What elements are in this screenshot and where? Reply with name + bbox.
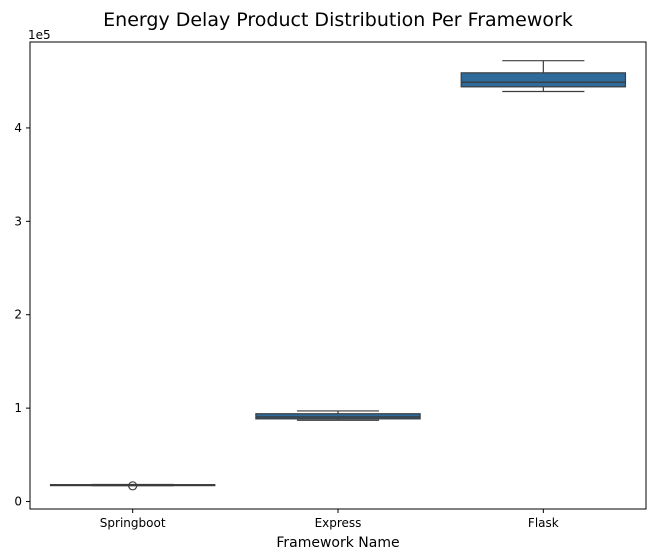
plot-area [49,60,627,491]
plot-frame [29,41,647,510]
x-tick-label: Express [315,516,362,530]
x-axis: Springboot Express Flask [100,509,559,530]
x-tick-label: Springboot [100,516,166,530]
y-tick-label: 0 [14,495,22,509]
y-tick-label: 4 [14,121,22,135]
y-axis: 0 1 2 3 4 [14,121,30,509]
x-axis-label: Framework Name [276,535,399,551]
y-tick-label: 1 [14,401,22,415]
box-group-flask [460,60,627,93]
x-tick-label: Flask [528,516,559,530]
outlier-point [128,481,138,491]
chart-title: Energy Delay Product Distribution Per Fr… [103,9,573,31]
box-iqr [255,413,421,420]
box-group-springboot [49,481,216,491]
box-iqr [460,72,627,88]
box-group-express [255,410,421,421]
y-tick-label: 2 [14,308,22,322]
y-scale-label: 1e5 [28,28,51,42]
y-tick-label: 3 [14,214,22,228]
